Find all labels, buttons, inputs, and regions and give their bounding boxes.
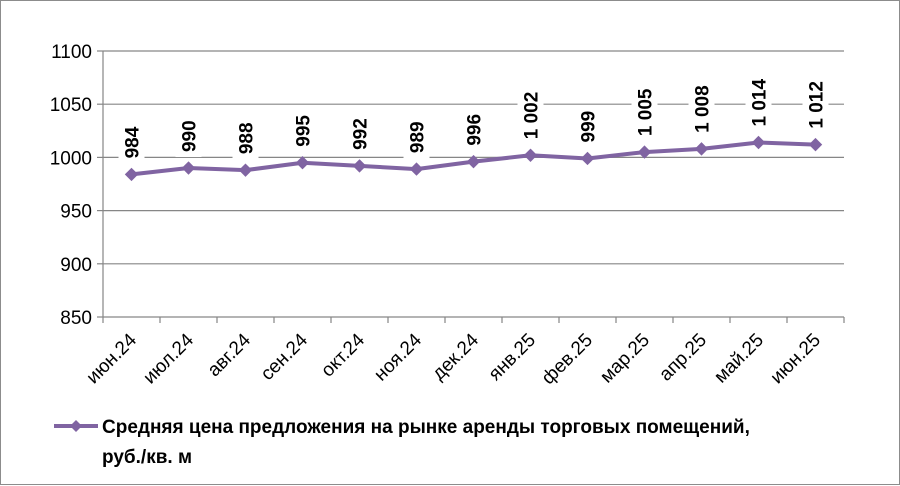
- data-label: 989: [408, 121, 429, 153]
- data-label-bg: [403, 116, 430, 159]
- data-label: 1 014: [750, 79, 771, 127]
- data-label-bg: [460, 108, 487, 151]
- data-label: 1 008: [693, 85, 714, 133]
- data-label: 1 002: [522, 92, 543, 140]
- data-point: [637, 145, 652, 159]
- data-label: 992: [351, 118, 372, 150]
- x-tick-label: июн.24: [83, 329, 142, 388]
- data-label: 999: [579, 111, 600, 143]
- data-label-bg: [631, 75, 658, 142]
- x-tick-label: апр.25: [655, 330, 711, 386]
- data-point: [694, 142, 709, 156]
- legend-label-line2: руб./кв. м: [102, 447, 192, 468]
- gridlines: [103, 50, 844, 265]
- data-series: [124, 135, 823, 182]
- data-label: 988: [237, 122, 258, 154]
- y-tick-label: 950: [60, 202, 92, 223]
- x-tick-label: мар.25: [596, 330, 654, 388]
- data-labels: 984 990 988 995 992 989 996 1 002 999 1 005 1 008 1…: [123, 79, 828, 159]
- data-point: [409, 162, 424, 176]
- data-label: 984: [123, 126, 144, 158]
- x-tick-label: окт.24: [317, 329, 369, 381]
- legend-label-line1: Средняя цена предложения на рынке аренды…: [102, 417, 750, 438]
- data-label-bg: [574, 105, 601, 148]
- data-label-bg: [517, 78, 544, 145]
- data-label-bg: [688, 71, 715, 138]
- x-tick-label: янв.25: [485, 330, 540, 385]
- x-tick-label: ноя.24: [370, 329, 426, 385]
- data-point: [124, 167, 139, 182]
- x-tick-label: май.25: [710, 330, 768, 388]
- data-label-bg: [802, 67, 829, 134]
- data-label-bg: [118, 121, 145, 164]
- data-point: [808, 137, 823, 152]
- x-tick-label: фев.25: [538, 330, 597, 389]
- data-point: [466, 154, 481, 169]
- x-tick-label: сен.24: [257, 329, 312, 384]
- data-point: [181, 161, 196, 175]
- y-tick-label: 1000: [50, 148, 92, 169]
- data-label: 996: [465, 114, 486, 146]
- data-label-bg: [232, 117, 259, 160]
- data-point: [238, 163, 253, 177]
- data-label-bg: [175, 115, 202, 158]
- data-point: [523, 148, 538, 162]
- data-label: 990: [180, 120, 201, 152]
- data-label-bg: [346, 112, 373, 155]
- y-tick-label: 900: [60, 255, 92, 276]
- x-tick-label: июл.24: [139, 329, 198, 388]
- legend-marker-swatch: [70, 420, 82, 432]
- data-point: [751, 135, 766, 150]
- data-point: [352, 159, 367, 173]
- data-point: [295, 156, 310, 170]
- data-label: 1 012: [807, 81, 828, 129]
- y-tick-label: 850: [60, 308, 92, 329]
- y-tick-label: 1100: [51, 42, 92, 63]
- data-label: 995: [294, 115, 315, 147]
- data-label: 1 005: [636, 88, 657, 136]
- y-tick-label: 1050: [50, 95, 92, 116]
- legend: Средняя цена предложения на рынке аренды…: [54, 417, 750, 468]
- data-point: [580, 151, 595, 166]
- x-tick-label: авг.24: [204, 329, 256, 381]
- x-tick-label: июн.25: [767, 330, 826, 389]
- x-tick-label: дек.24: [428, 329, 483, 384]
- data-label-bg: [289, 109, 316, 152]
- data-label-bg: [745, 65, 772, 132]
